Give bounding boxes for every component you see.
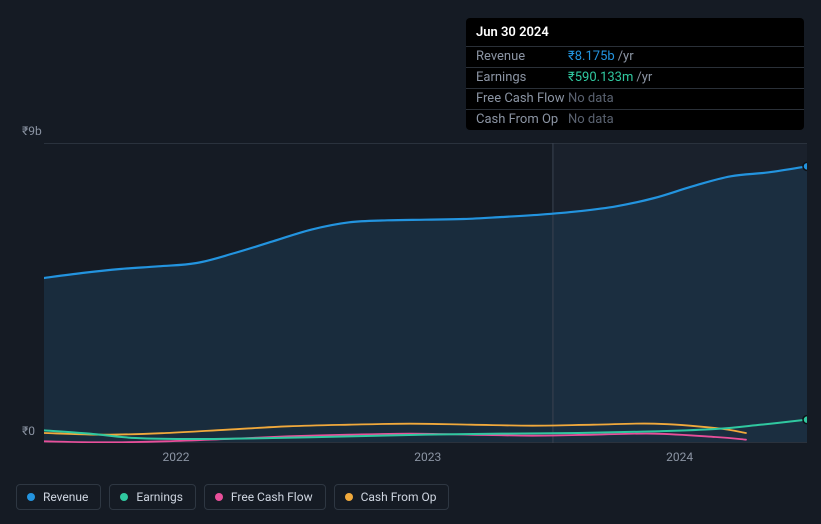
tooltip-row-unit: /yr: [636, 70, 652, 86]
x-axis: 2022 2023 2024: [44, 450, 807, 470]
tooltip-row: Free Cash FlowNo data: [466, 88, 804, 109]
tooltip-row-value: No data: [568, 91, 614, 107]
tooltip-row-unit: /yr: [618, 49, 634, 65]
line-chart: [44, 143, 807, 443]
x-tick-label: 2023: [414, 450, 441, 464]
tooltip-row-label: Cash From Op: [476, 112, 568, 128]
tooltip-row-value: No data: [568, 112, 614, 128]
legend-label: Cash From Op: [361, 490, 437, 504]
y-axis-min-label: ₹0: [22, 424, 35, 438]
legend-item[interactable]: Cash From Op: [334, 484, 450, 510]
legend-dot-icon: [120, 493, 128, 501]
y-axis-max-label: ₹9b: [22, 124, 42, 138]
chart-legend: Revenue Earnings Free Cash Flow Cash From O…: [16, 484, 449, 510]
legend-label: Earnings: [136, 490, 183, 504]
tooltip-row-label: Earnings: [476, 70, 568, 86]
tooltip-row-value: ₹8.175b: [568, 49, 615, 65]
chart-area[interactable]: [44, 143, 807, 443]
legend-dot-icon: [345, 493, 353, 501]
tooltip-row: Earnings₹590.133m/yr: [466, 67, 804, 88]
legend-dot-icon: [27, 493, 35, 501]
legend-item[interactable]: Revenue: [16, 484, 101, 510]
tooltip-row-label: Free Cash Flow: [476, 91, 568, 107]
tooltip-date: Jun 30 2024: [466, 18, 804, 46]
tooltip-card: Jun 30 2024 Revenue₹8.175b/yrEarnings₹59…: [466, 18, 804, 130]
legend-dot-icon: [215, 493, 223, 501]
tooltip-row-label: Revenue: [476, 49, 568, 65]
legend-label: Revenue: [43, 490, 88, 504]
legend-item[interactable]: Earnings: [109, 484, 196, 510]
x-tick-label: 2024: [666, 450, 693, 464]
x-tick-label: 2022: [162, 450, 189, 464]
tooltip-row-value: ₹590.133m: [568, 70, 633, 86]
tooltip-row: Cash From OpNo data: [466, 109, 804, 130]
legend-label: Free Cash Flow: [231, 490, 313, 504]
legend-item[interactable]: Free Cash Flow: [204, 484, 326, 510]
tooltip-row: Revenue₹8.175b/yr: [466, 46, 804, 67]
